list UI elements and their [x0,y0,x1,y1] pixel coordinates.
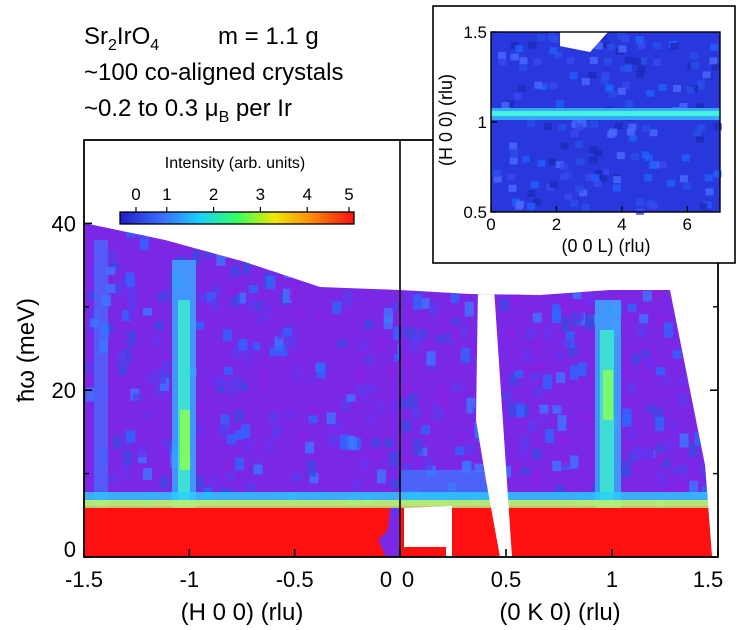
inset-x-tick-label: 2 [552,215,561,234]
colorbar-tick-label: 2 [209,185,218,204]
colorbar-tick-label: 5 [344,185,353,204]
right-x-tick-label: 0 [402,567,414,592]
right-x-tick-label: 1 [606,567,618,592]
right-x-tick-label: 1.5 [693,567,724,592]
moment-per-ir: ~0.2 to 0.3 μB per Ir [84,95,292,126]
left-x-tick-label: 0 [380,567,392,592]
left-x-tick-label: -1.5 [65,567,103,592]
colorbar: Intensity (arb. units) 0 1 2 3 4 5 [119,155,355,225]
left-x-tick-label: -1 [180,567,200,592]
inset-y-tick-label: 1.5 [463,23,487,42]
inset-y-tick-label: 1 [478,113,487,132]
inset-heatmap [491,32,722,215]
inset-x-tick-label: 4 [617,215,626,234]
colorbar-title: Intensity (arb. units) [165,155,306,172]
y-axis-title: ħω (meV) [13,298,40,402]
colorbar-tick-label: 4 [302,185,311,204]
inset-x-axis-title: (0 0 L) (rlu) [561,236,650,256]
left-x-tick-label: -0.5 [276,567,314,592]
inset-y-axis-title: (H 0 0) (rlu) [436,74,456,166]
crystal-count: ~100 co-aligned crystals [84,59,343,86]
right-x-tick-label: 0.5 [491,567,522,592]
y-tick-label: 40 [52,211,76,236]
inset-x-tick-label: 6 [683,215,692,234]
inset-x-tick-label: 0 [486,215,495,234]
right-x-axis-title: (0 K 0) (rlu) [499,599,620,626]
right-heatmap [400,290,712,557]
y-tick-label: 20 [52,378,76,403]
left-x-axis-title: (H 0 0) (rlu) [181,599,304,626]
inset: 0 2 4 6 0.5 1 1.5 (0 0 L) (rlu) (H 0 0) (rlu) [432,5,736,264]
left-heatmap [84,223,400,557]
inset-y-tick-label: 0.5 [463,203,487,222]
y-tick-label: 0 [64,537,76,562]
annotations: Sr2IrO4 m = 1.1 g ~100 co-aligned crysta… [84,23,343,126]
compound-formula: Sr2IrO4 [84,23,159,54]
sample-mass: m = 1.1 g [218,23,319,50]
colorbar-tick-label: 1 [162,185,171,204]
colorbar-tick-label: 3 [256,185,265,204]
colorbar-tick-label: 0 [131,185,140,204]
